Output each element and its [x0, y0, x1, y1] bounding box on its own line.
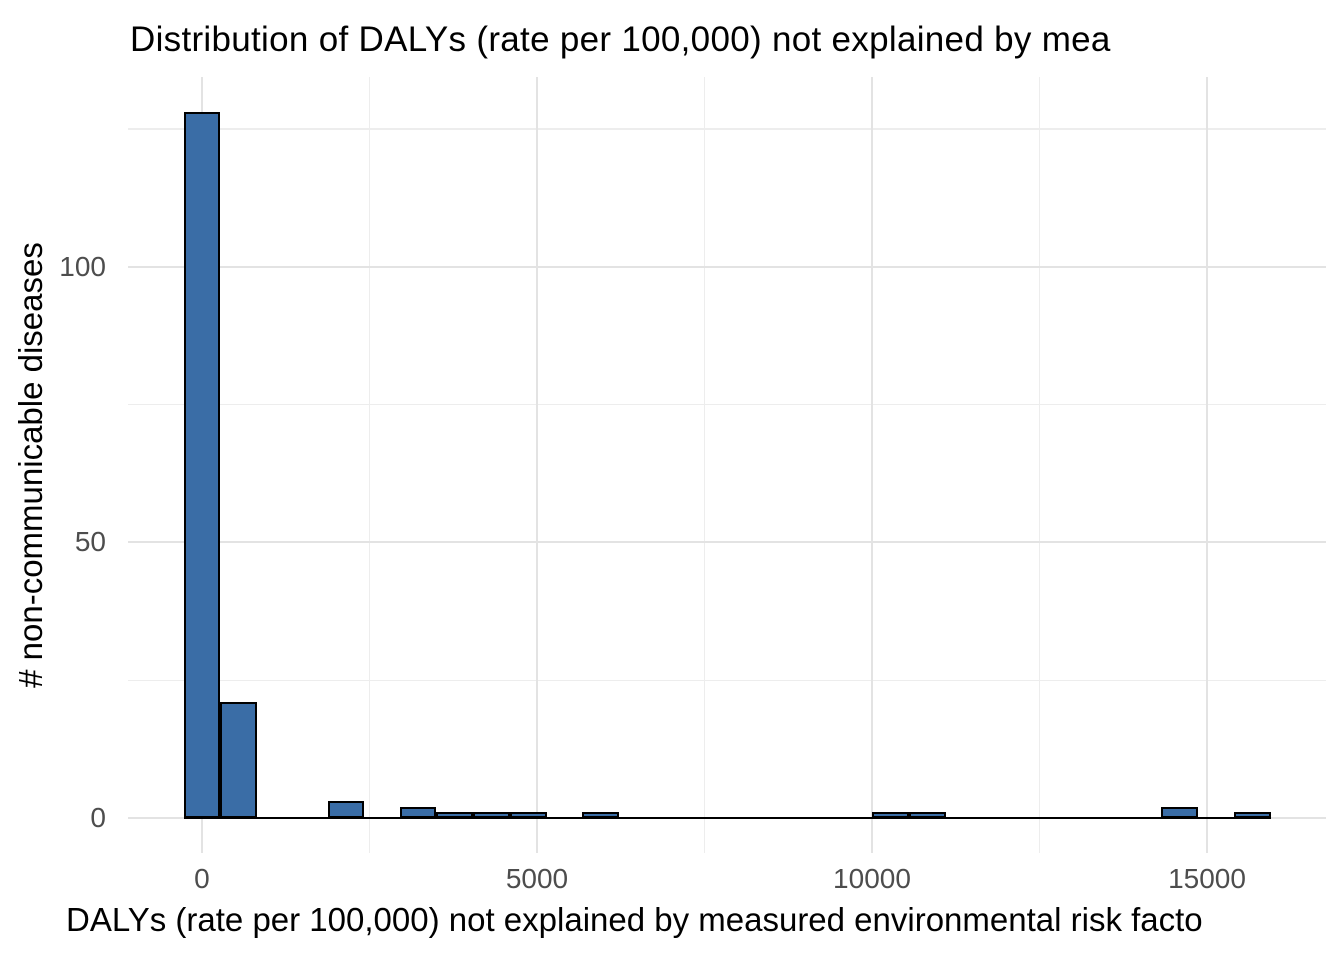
h-gridline-major: [128, 541, 1326, 544]
chart-title: Distribution of DALYs (rate per 100,000)…: [130, 20, 1111, 59]
x-axis-title: DALYs (rate per 100,000) not explained b…: [66, 901, 1203, 938]
v-gridline-minor: [703, 77, 706, 853]
h-gridline-major: [128, 265, 1326, 268]
v-gridline-minor: [368, 77, 371, 853]
y-tick-label: 100: [59, 250, 106, 282]
x-tick-label: 0: [194, 863, 210, 894]
histogram-bar: [908, 812, 946, 818]
histogram-bar: [1233, 812, 1271, 818]
v-gridline-minor: [1038, 77, 1041, 853]
y-tick-label: 50: [74, 526, 106, 558]
histogram-bar: [871, 812, 909, 818]
zero-baseline: [183, 816, 1271, 820]
histogram-bar: [473, 812, 511, 818]
histogram-bar: [327, 801, 365, 818]
x-tick-label: 10000: [833, 863, 911, 894]
histogram-bar: [436, 812, 474, 818]
v-gridline-major: [535, 77, 538, 853]
histogram-bar: [220, 702, 258, 818]
histogram-bar: [399, 806, 437, 818]
h-gridline-minor: [128, 128, 1326, 130]
histogram-bar: [582, 812, 620, 818]
v-gridline-major: [1206, 77, 1208, 853]
y-tick-label: 0: [90, 801, 106, 833]
histogram-bar: [510, 812, 548, 818]
h-gridline-minor: [128, 403, 1326, 406]
x-tick-label: 15000: [1168, 863, 1246, 894]
v-gridline-major: [870, 77, 873, 853]
histogram-bar: [1160, 806, 1198, 818]
y-axis-title: # non-communicable diseases: [12, 242, 49, 688]
h-gridline-minor: [128, 679, 1326, 682]
histogram-bar: [183, 112, 221, 818]
x-tick-label: 5000: [505, 863, 569, 894]
